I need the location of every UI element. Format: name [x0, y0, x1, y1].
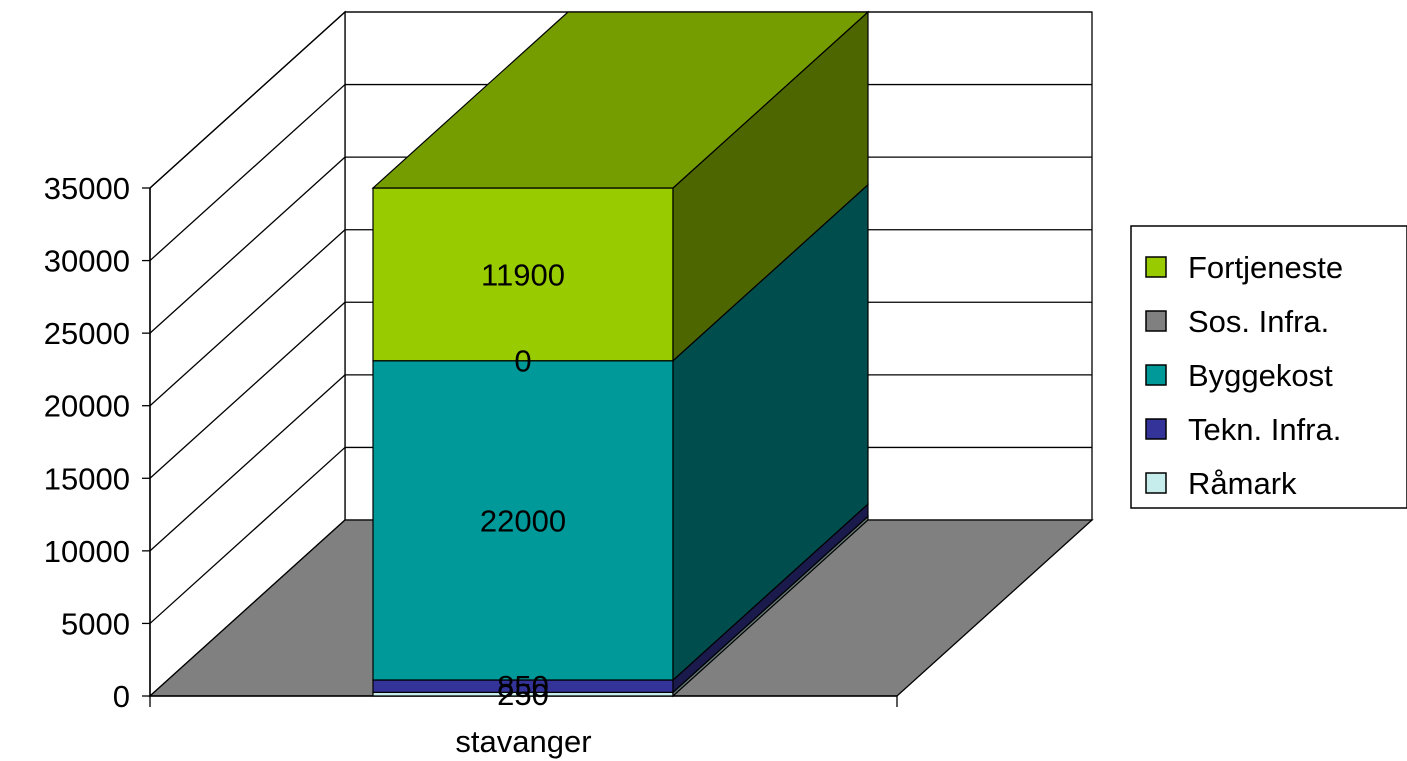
bar-top-face — [371, 11, 870, 189]
y-tick-label: 5000 — [61, 606, 130, 641]
legend-label: Råmark — [1188, 466, 1297, 501]
legend-swatch — [1145, 256, 1167, 278]
gridline-side — [149, 11, 346, 189]
legend-label: Sos. Infra. — [1188, 304, 1329, 339]
y-tick-label: 0 — [113, 679, 130, 714]
y-tick-label: 20000 — [44, 389, 130, 424]
gridline-side — [149, 446, 346, 624]
gridline-side — [149, 229, 346, 407]
data-label: 250 — [497, 677, 549, 712]
gridline-side — [149, 374, 346, 552]
bar-stack — [371, 10, 870, 698]
legend-label: Fortjeneste — [1188, 250, 1343, 285]
y-tick-label: 35000 — [44, 171, 130, 206]
x-tick-label: stavanger — [455, 724, 591, 759]
data-label: 850 — [497, 669, 549, 704]
legend-swatch — [1145, 310, 1167, 332]
gridline-side — [149, 301, 346, 479]
y-tick-label: 30000 — [44, 244, 130, 279]
y-tick-label: 25000 — [44, 316, 130, 351]
y-tick-label: 10000 — [44, 534, 130, 569]
y-tick-label: 15000 — [44, 461, 130, 496]
legend: Fortjeneste Sos. Infra. Byggekost Tekn. Inf… — [1130, 225, 1407, 509]
gridline-side — [149, 84, 346, 262]
data-label: 22000 — [480, 503, 566, 538]
gridline-side — [149, 156, 346, 334]
data-label: 0 — [514, 344, 531, 379]
legend-swatch — [1145, 418, 1167, 440]
legend-label: Byggekost — [1188, 358, 1333, 393]
legend-box — [1130, 225, 1407, 509]
axes: 0 5000 10000 15000 20000 25000 30000 35000 stava… — [44, 171, 898, 759]
legend-label: Tekn. Infra. — [1188, 412, 1341, 447]
legend-swatch — [1145, 472, 1167, 494]
legend-swatch — [1145, 364, 1167, 386]
data-label: 11900 — [481, 257, 565, 292]
